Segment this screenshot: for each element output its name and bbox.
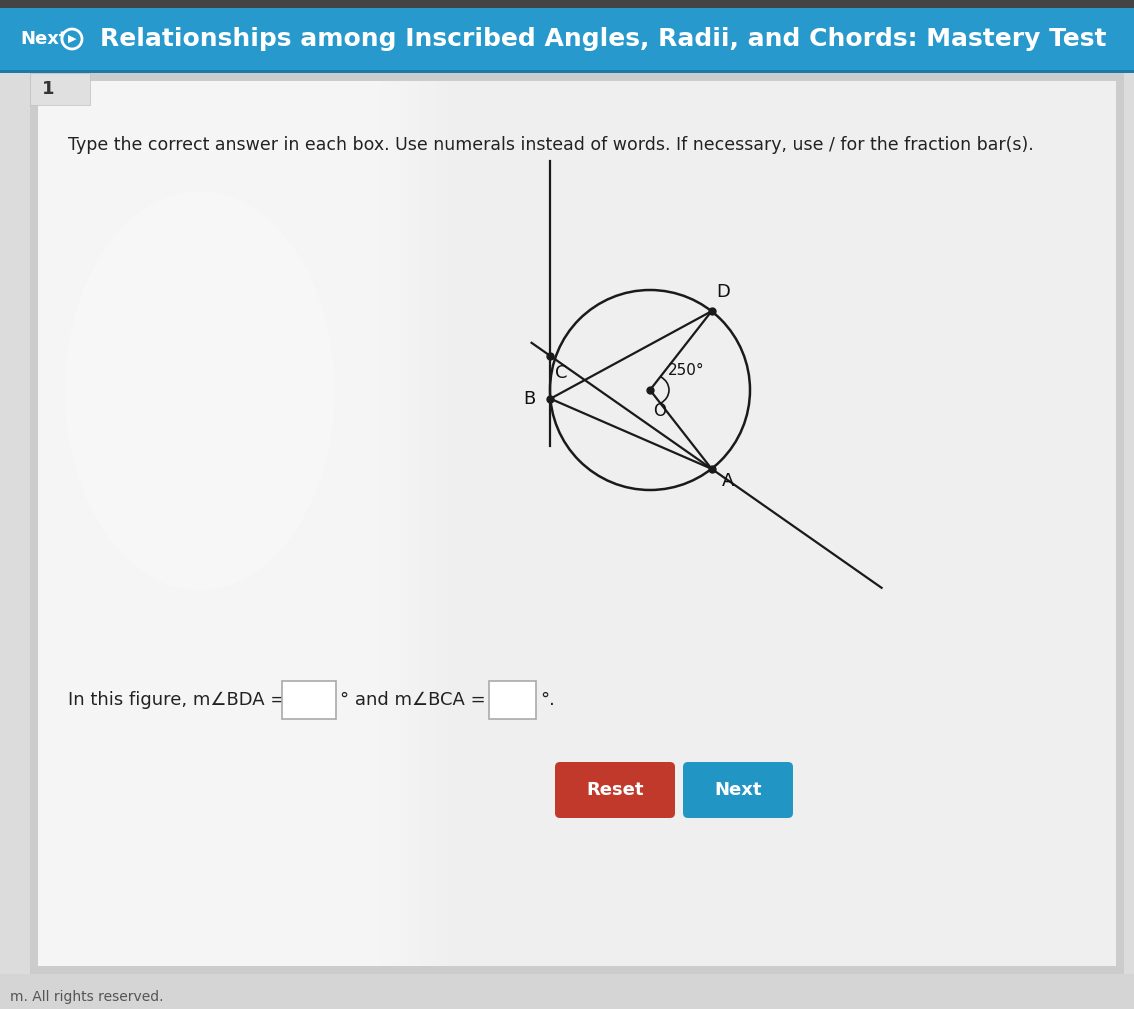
Bar — [39, 81, 147, 966]
Bar — [39, 81, 448, 966]
FancyBboxPatch shape — [282, 681, 336, 719]
Bar — [39, 81, 338, 966]
Bar — [39, 81, 66, 966]
FancyBboxPatch shape — [683, 762, 793, 818]
Text: 1: 1 — [42, 80, 54, 98]
Bar — [39, 81, 107, 966]
FancyBboxPatch shape — [555, 762, 675, 818]
Bar — [39, 81, 93, 966]
Bar — [39, 81, 120, 966]
Bar — [29, 73, 1124, 974]
Text: B: B — [523, 389, 535, 408]
Bar — [39, 81, 365, 966]
Bar — [39, 81, 52, 966]
Bar — [39, 81, 175, 966]
Text: ° and m∠BCA =: ° and m∠BCA = — [340, 691, 485, 709]
Text: 250°: 250° — [668, 363, 704, 378]
Text: ▶: ▶ — [68, 34, 76, 44]
Bar — [39, 81, 434, 966]
Text: °.: °. — [540, 691, 555, 709]
Bar — [39, 81, 1116, 966]
Text: D: D — [717, 284, 730, 302]
Text: Reset: Reset — [586, 781, 644, 799]
Text: Next: Next — [20, 30, 68, 48]
Bar — [0, 70, 1134, 73]
Text: C: C — [556, 364, 568, 382]
Bar — [39, 81, 256, 966]
Bar — [39, 81, 284, 966]
Bar — [39, 81, 297, 966]
Bar — [39, 81, 215, 966]
Bar — [29, 73, 90, 105]
Bar — [39, 81, 393, 966]
Text: Next: Next — [714, 781, 762, 799]
Bar — [39, 81, 134, 966]
Bar — [39, 81, 270, 966]
Bar — [39, 81, 79, 966]
Bar — [39, 81, 202, 966]
Text: m. All rights reserved.: m. All rights reserved. — [10, 990, 163, 1004]
Text: Type the correct answer in each box. Use numerals instead of words. If necessary: Type the correct answer in each box. Use… — [68, 136, 1034, 154]
Bar — [39, 81, 161, 966]
Bar — [0, 8, 1134, 70]
Text: Relationships among Inscribed Angles, Radii, and Chords: Mastery Test: Relationships among Inscribed Angles, Ra… — [100, 27, 1107, 51]
Bar — [39, 81, 229, 966]
Bar — [0, 974, 1134, 1009]
Bar — [39, 81, 324, 966]
Ellipse shape — [65, 192, 335, 590]
Bar — [39, 81, 243, 966]
Bar — [39, 81, 352, 966]
Text: A: A — [721, 472, 734, 489]
Text: O: O — [653, 402, 666, 420]
Bar — [0, 0, 1134, 8]
Bar — [39, 81, 188, 966]
Bar — [39, 81, 421, 966]
Text: In this figure, m∠BDA =: In this figure, m∠BDA = — [68, 691, 286, 709]
FancyBboxPatch shape — [489, 681, 536, 719]
Circle shape — [62, 29, 82, 49]
Bar — [39, 81, 407, 966]
Bar — [39, 81, 311, 966]
Bar — [39, 81, 380, 966]
